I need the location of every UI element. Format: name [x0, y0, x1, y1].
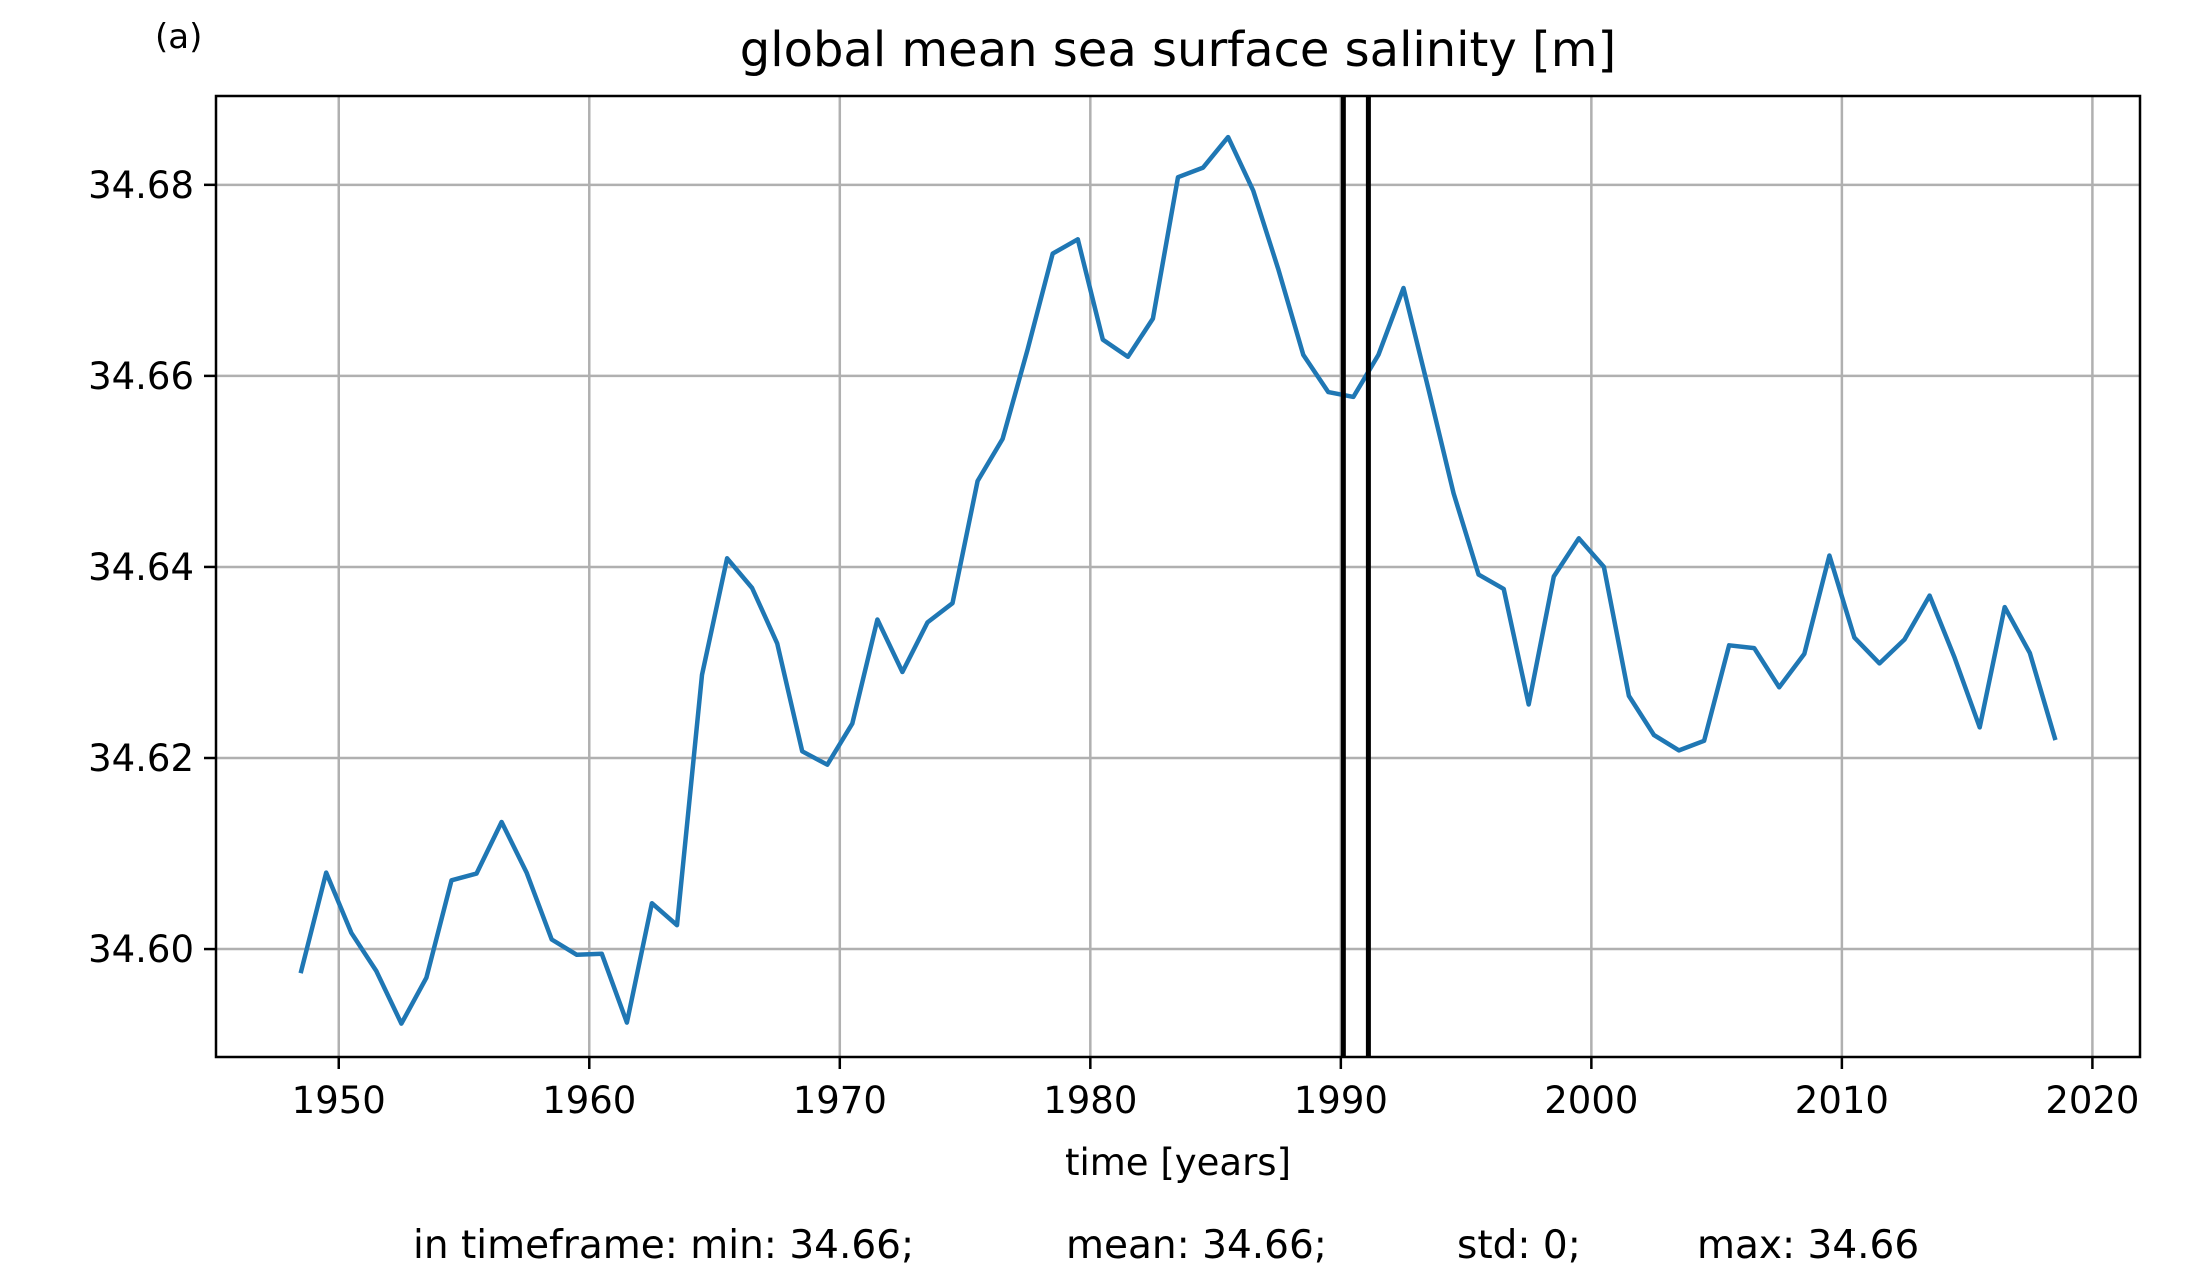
y-tick-label: 34.66	[88, 355, 194, 398]
x-tick-label: 1980	[1043, 1079, 1137, 1122]
chart-title: global mean sea surface salinity [m]	[740, 22, 1616, 78]
y-tick-label: 34.64	[88, 546, 194, 589]
x-tick-label: 2000	[1544, 1079, 1638, 1122]
series-layer	[298, 134, 2058, 1026]
stats-mean: mean: 34.66;	[1066, 1223, 1327, 1263]
stats-min: in timeframe: min: 34.66;	[413, 1223, 914, 1263]
x-tick-label: 2010	[1795, 1079, 1889, 1122]
x-tick-label: 1960	[542, 1079, 636, 1122]
plot-frame	[214, 94, 2142, 1059]
y-tick-label: 34.62	[88, 737, 194, 780]
x-tick-label: 1990	[1294, 1079, 1388, 1122]
x-tick-label: 1970	[793, 1079, 887, 1122]
y-tick-label: 34.60	[88, 928, 194, 971]
x-tick-label: 1950	[292, 1079, 386, 1122]
salinity-series-line	[298, 134, 2058, 1026]
stats-max: max: 34.66	[1697, 1223, 1919, 1263]
marker-lines	[1340, 96, 1371, 1057]
stats-std: std: 0;	[1457, 1223, 1581, 1263]
x-axis-label: time [years]	[1065, 1141, 1291, 1184]
x-tick-label: 2020	[2045, 1079, 2139, 1122]
panel-label: (a)	[155, 17, 202, 57]
axis-ticks: 1950 1960 1970 1980 1990 2000 2010 2020 34.60 34.…	[88, 164, 2139, 1122]
y-tick-label: 34.68	[88, 164, 194, 207]
grid-lines	[216, 96, 2140, 1057]
